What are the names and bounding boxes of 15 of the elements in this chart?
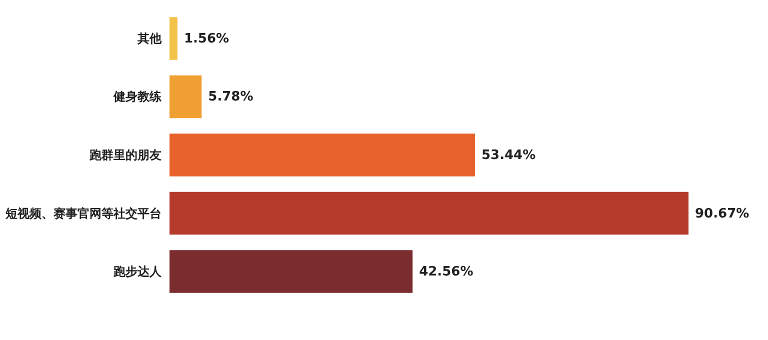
data-label: 53.44% xyxy=(481,148,536,163)
bar xyxy=(168,74,203,120)
y-tick-label: 健身教练 xyxy=(112,90,162,104)
data-label: 1.56% xyxy=(184,31,230,46)
y-tick-label: 跑步达人 xyxy=(112,264,162,279)
bar xyxy=(168,249,414,294)
data-label: 5.78% xyxy=(208,90,254,105)
y-tick-label: 其他 xyxy=(136,31,162,46)
data-label: 90.67% xyxy=(695,206,750,222)
bar xyxy=(168,132,476,178)
bar xyxy=(168,16,178,61)
data-label: 42.56% xyxy=(419,264,474,280)
y-tick-label: 跑群里的朋友 xyxy=(88,148,162,162)
y-tick-label: 短视频、赛事官网等社交平台 xyxy=(4,206,162,220)
bar xyxy=(168,190,690,236)
